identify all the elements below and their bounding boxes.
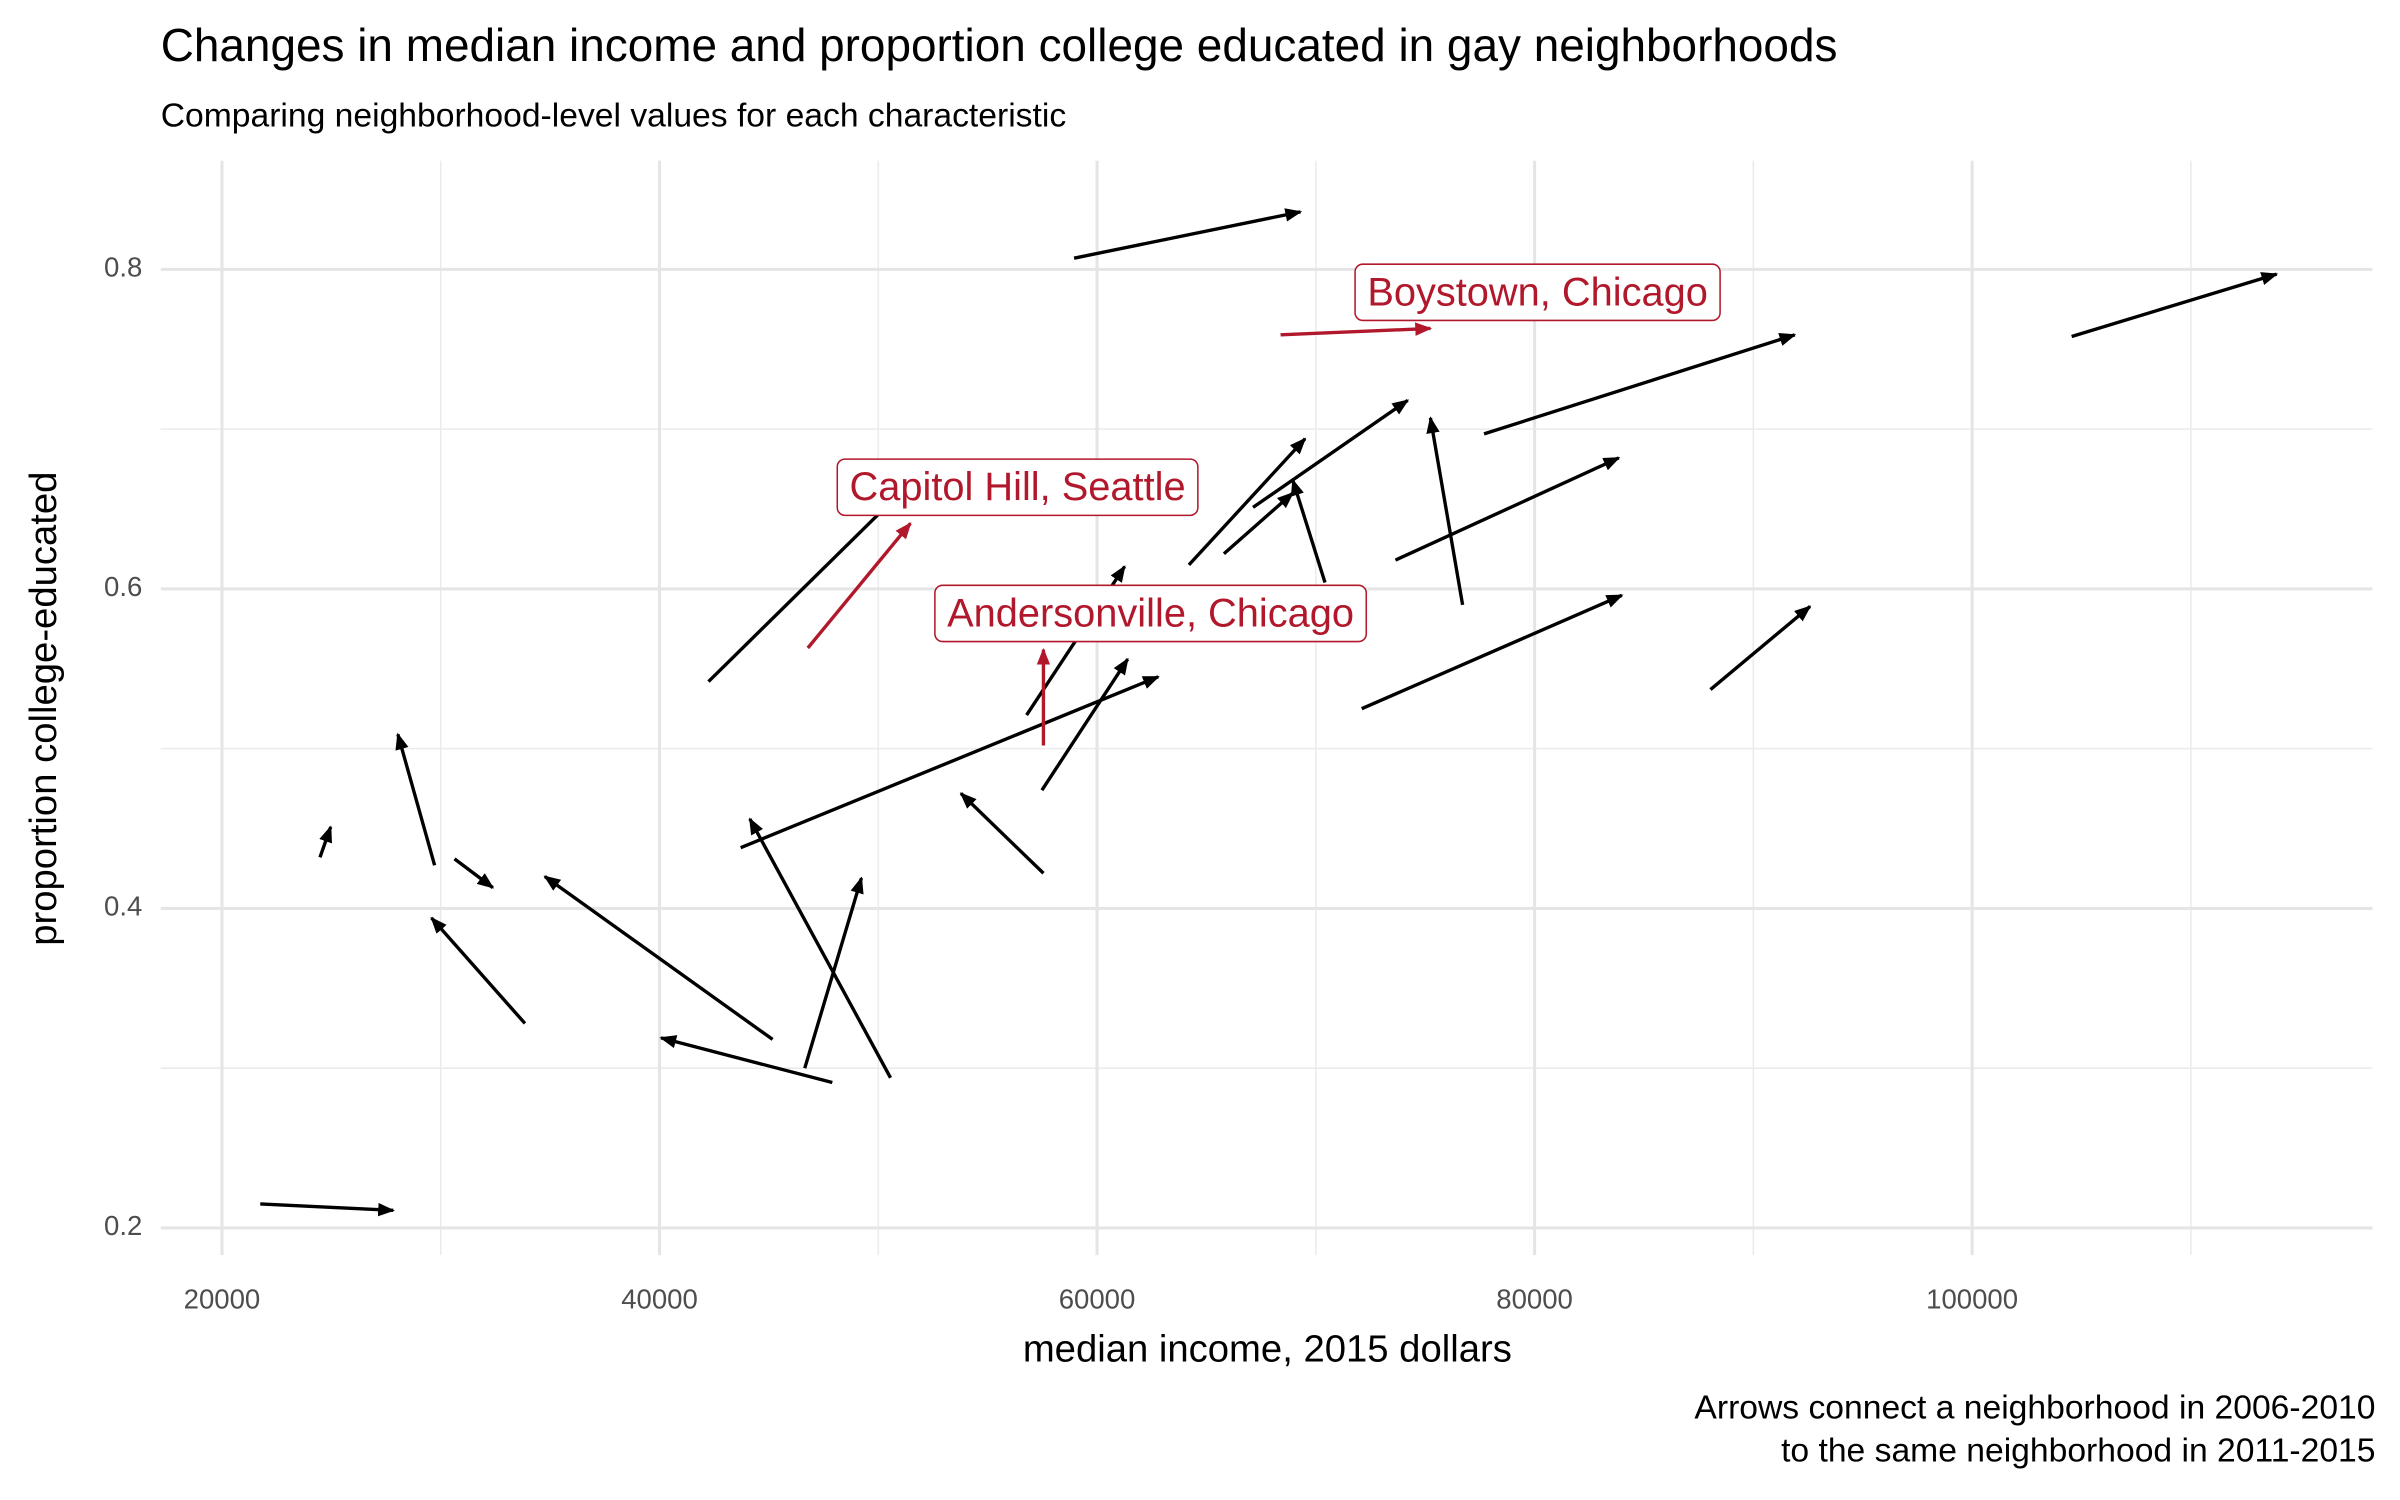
- arrow: [1426, 416, 1465, 606]
- chart-subtitle: Comparing neighborhood-level values for …: [161, 98, 1066, 135]
- arrow: [1222, 491, 1295, 555]
- arrow-label: Capitol Hill, Seattle: [836, 458, 1199, 517]
- x-axis-label: median income, 2015 dollars: [1023, 1328, 1512, 1371]
- label-box: [934, 584, 1368, 643]
- y-tick-label: 0.4: [104, 891, 142, 922]
- arrow-label: Boystown, Chicago: [1354, 263, 1721, 322]
- caption: Arrows connect a neighborhood in 2006-20…: [1694, 1390, 2375, 1427]
- arrow: [1252, 398, 1410, 509]
- label-box: [836, 458, 1199, 517]
- x-tick-label: 60000: [1059, 1283, 1136, 1314]
- arrow: [659, 1035, 833, 1085]
- arrow: [1361, 593, 1624, 711]
- x-tick-label: 40000: [621, 1283, 698, 1314]
- arrow: [318, 825, 333, 858]
- arrow: [806, 522, 912, 650]
- arrow: [1290, 478, 1327, 583]
- caption: to the same neighborhood in 2011-2015: [1781, 1432, 2375, 1469]
- arrow-label: Andersonville, Chicago: [934, 584, 1368, 643]
- arrow-label-text: Andersonville, Chicago: [947, 591, 1354, 635]
- arrow: [395, 732, 437, 866]
- arrow-label-text: Boystown, Chicago: [1367, 270, 1708, 314]
- arrow: [430, 916, 527, 1025]
- arrow: [1040, 657, 1130, 792]
- arrow: [959, 792, 1045, 875]
- arrow: [543, 875, 774, 1041]
- arrow: [1073, 208, 1303, 260]
- arrow: [1483, 333, 1797, 436]
- label-box: [1354, 263, 1721, 322]
- y-tick-label: 0.6: [104, 571, 142, 602]
- arrow: [260, 1202, 395, 1217]
- arrow: [1280, 322, 1433, 337]
- arrow: [748, 817, 893, 1079]
- y-tick-label: 0.2: [104, 1210, 142, 1241]
- y-axis-label: proportion college-educated: [22, 472, 65, 946]
- arrow: [707, 496, 897, 683]
- y-tick-label: 0.8: [104, 252, 142, 283]
- x-tick-label: 100000: [1926, 1283, 2018, 1314]
- arrow: [740, 675, 1160, 850]
- arrow: [1709, 605, 1812, 691]
- x-tick-label: 80000: [1496, 1283, 1573, 1314]
- x-tick-label: 20000: [184, 1283, 261, 1314]
- chart-title: Changes in median income and proportion …: [161, 19, 1838, 71]
- arrow: [2071, 272, 2279, 339]
- arrow-label-text: Capitol Hill, Seattle: [850, 465, 1186, 509]
- arrow: [1394, 456, 1621, 562]
- arrow: [1187, 437, 1307, 567]
- arrow: [453, 857, 495, 889]
